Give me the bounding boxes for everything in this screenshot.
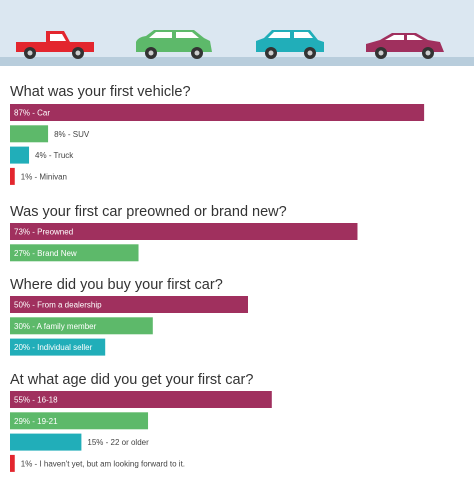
bar-label-4-4: 1% - I haven't yet, but am looking forwa… [21, 459, 185, 468]
bar-label-3-2: 30% - A family member [14, 322, 97, 331]
bar-label-4-3: 15% - 22 or older [87, 438, 149, 447]
bar-4-1 [10, 391, 272, 408]
bar-1-3 [10, 146, 30, 164]
car-banner [0, 0, 474, 66]
bar-1-2 [10, 125, 49, 143]
bar-3-1 [10, 296, 248, 313]
bar-label-1-3: 4% - Truck [35, 151, 74, 160]
chart-title-2: Was your first car preowned or brand new… [10, 204, 287, 220]
bar-label-4-1: 55% - 16-18 [14, 396, 58, 405]
bar-label-3-3: 20% - Individual seller [14, 343, 93, 352]
suv-icon [136, 30, 212, 59]
bar-3-2 [10, 317, 153, 335]
bar-2-2 [10, 244, 139, 262]
bar-label-1-4: 1% - Minivan [21, 172, 67, 181]
survey-bar-charts: What was your first vehicle? 87% - Car 8% … [10, 84, 425, 472]
bar-4-4 [10, 454, 15, 472]
bar-4-2 [10, 412, 149, 430]
bar-4-3 [10, 433, 82, 451]
bar-label-4-2: 29% - 19-21 [14, 417, 58, 426]
bar-label-2-2: 27% - Brand New [14, 249, 77, 258]
bar-1-4 [10, 167, 15, 185]
wagon-icon [256, 30, 324, 59]
bar-label-2-1: 73% - Preowned [14, 228, 73, 237]
chart-title-4: At what age did you get your first car? [10, 372, 253, 388]
bar-3-3 [10, 338, 106, 356]
bar-1-1 [10, 104, 425, 121]
bar-label-3-1: 50% - From a dealership [14, 301, 102, 310]
road-strip [0, 57, 474, 66]
chart-title-3: Where did you buy your first car? [10, 277, 223, 293]
bar-2-1 [10, 223, 358, 240]
pickup-truck-icon [16, 31, 94, 59]
bar-label-1-1: 87% - Car [14, 109, 50, 118]
bar-label-1-2: 8% - SUV [54, 130, 90, 139]
sedan-icon [366, 33, 444, 59]
chart-title-1: What was your first vehicle? [10, 84, 191, 100]
